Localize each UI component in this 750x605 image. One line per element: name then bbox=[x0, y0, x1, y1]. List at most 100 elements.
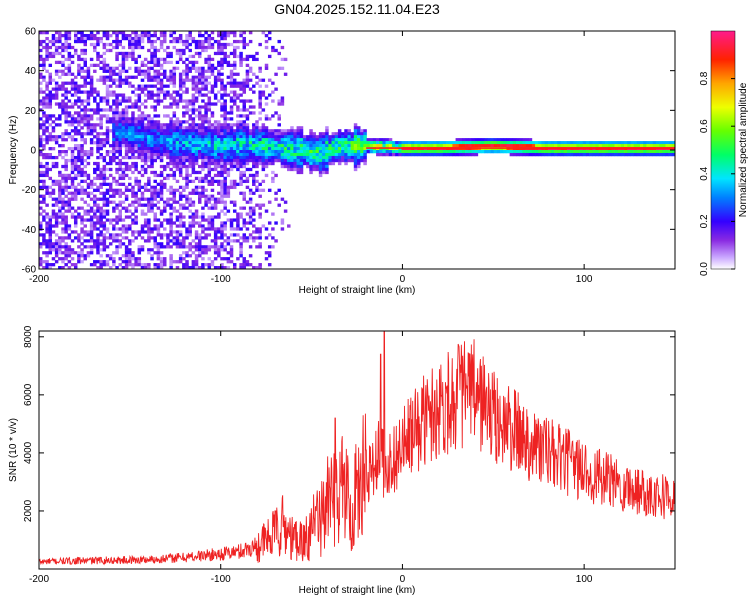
spectrogram-cell bbox=[671, 141, 675, 145]
spectrogram-cell bbox=[649, 150, 654, 154]
spectrogram-cell bbox=[137, 132, 142, 136]
spectrogram-cell bbox=[118, 263, 122, 267]
spectrogram-cell bbox=[175, 179, 180, 184]
spectrogram-cell bbox=[70, 191, 75, 195]
spectrogram-cell bbox=[258, 147, 262, 151]
spectrogram-x-tick-label: 100 bbox=[576, 274, 593, 285]
spectrogram-cell bbox=[213, 75, 218, 79]
spectrogram-cell bbox=[153, 120, 157, 124]
spectrogram-cell bbox=[131, 31, 135, 35]
spectrogram-cell bbox=[198, 248, 202, 252]
spectrogram-cell bbox=[659, 152, 663, 157]
spectrogram-cell bbox=[121, 200, 126, 204]
spectrogram-cell bbox=[121, 108, 126, 112]
spectrogram-cell bbox=[128, 248, 132, 252]
spectrogram-cell bbox=[258, 105, 262, 109]
spectrogram-cell bbox=[163, 206, 167, 210]
spectrogram-cell bbox=[436, 152, 440, 157]
spectrogram-cell bbox=[229, 260, 234, 264]
spectrogram-cell bbox=[166, 141, 170, 145]
spectrogram-cell bbox=[255, 51, 259, 56]
spectrogram-cell bbox=[64, 150, 68, 154]
spectrogram-cell bbox=[99, 155, 103, 160]
spectrogram-cell bbox=[175, 239, 180, 243]
spectrogram-cell bbox=[134, 221, 138, 225]
spectrogram-cell bbox=[159, 33, 164, 38]
spectrogram-cell bbox=[277, 141, 281, 145]
spectrogram-cell bbox=[535, 144, 539, 148]
spectrogram-cell bbox=[519, 138, 523, 142]
spectrogram-cell bbox=[108, 42, 113, 47]
spectrogram-cell bbox=[217, 182, 221, 186]
spectrogram-cell bbox=[131, 147, 135, 151]
spectrogram-cell bbox=[255, 203, 259, 207]
spectrogram-cell bbox=[134, 66, 138, 70]
spectrogram-cell bbox=[182, 152, 186, 157]
spectrogram-cell bbox=[86, 155, 91, 160]
spectrogram-cell bbox=[64, 132, 68, 136]
spectrogram-cell bbox=[341, 152, 345, 157]
spectrogram-cell bbox=[306, 164, 310, 169]
spectrogram-cell bbox=[89, 224, 94, 228]
spectrogram-cell bbox=[67, 132, 72, 136]
spectrogram-cell bbox=[178, 93, 183, 97]
spectrogram-cell bbox=[42, 39, 46, 44]
spectrogram-cell bbox=[201, 245, 205, 249]
spectrogram-cell bbox=[223, 111, 227, 115]
spectrogram-cell bbox=[188, 117, 192, 121]
spectrogram-cell bbox=[124, 126, 129, 130]
spectrogram-cell bbox=[51, 87, 56, 91]
spectrogram-cell bbox=[242, 206, 246, 210]
spectrogram-cell bbox=[89, 108, 94, 112]
spectrogram-cell bbox=[45, 260, 49, 264]
spectrogram-cell bbox=[58, 135, 62, 139]
spectrogram-cell bbox=[172, 221, 177, 225]
spectrogram-cell bbox=[166, 218, 170, 222]
spectrogram-cell bbox=[414, 144, 418, 148]
spectrogram-cell bbox=[341, 158, 345, 163]
spectrogram-cell bbox=[309, 161, 313, 166]
spectrogram-cell bbox=[248, 99, 253, 103]
spectrogram-cell bbox=[242, 126, 246, 130]
spectrogram-cell bbox=[42, 218, 46, 222]
spectrogram-cell bbox=[646, 141, 650, 145]
spectrogram-cell bbox=[128, 224, 132, 228]
spectrogram-cell bbox=[226, 218, 231, 222]
spectrogram-cell bbox=[242, 102, 246, 106]
spectrogram-cell bbox=[207, 75, 212, 79]
spectrogram-cell bbox=[153, 108, 157, 112]
spectrogram-cell bbox=[86, 150, 91, 154]
spectrogram-cell bbox=[96, 188, 100, 192]
spectrogram-cell bbox=[353, 150, 358, 154]
spectrogram-cell bbox=[274, 138, 278, 142]
spectrogram-cell bbox=[140, 245, 145, 249]
spectrogram-cell bbox=[350, 141, 355, 145]
spectrogram-cell bbox=[538, 150, 542, 154]
spectrogram-cell bbox=[105, 96, 110, 100]
spectrogram-cell bbox=[86, 209, 91, 213]
spectrogram-cell bbox=[89, 141, 94, 145]
spectrogram-cell bbox=[118, 182, 122, 186]
spectrogram-cell bbox=[398, 152, 402, 157]
spectrogram-cell bbox=[411, 141, 415, 145]
spectrogram-cell bbox=[121, 60, 126, 65]
spectrogram-cell bbox=[191, 78, 196, 82]
spectrogram-cell bbox=[99, 132, 103, 136]
spectrogram-cell bbox=[331, 158, 336, 163]
spectrogram-cell bbox=[150, 117, 154, 121]
spectrogram-cell bbox=[325, 152, 329, 157]
spectrogram-cell bbox=[236, 161, 240, 166]
spectrogram-cell bbox=[185, 173, 189, 178]
spectrogram-cell bbox=[64, 31, 68, 35]
spectrogram-cell bbox=[102, 176, 107, 181]
spectrogram-cell bbox=[102, 114, 107, 118]
spectrogram-cell bbox=[150, 170, 154, 175]
spectrogram-cell bbox=[194, 132, 199, 136]
spectrogram-cell bbox=[535, 152, 539, 157]
spectrogram-cell bbox=[267, 263, 272, 267]
spectrogram-cell bbox=[258, 212, 262, 216]
spectrogram-cell bbox=[182, 158, 186, 163]
spectrogram-cell bbox=[115, 51, 119, 56]
spectrogram-cell bbox=[194, 129, 199, 133]
spectrogram-cell bbox=[229, 90, 234, 94]
